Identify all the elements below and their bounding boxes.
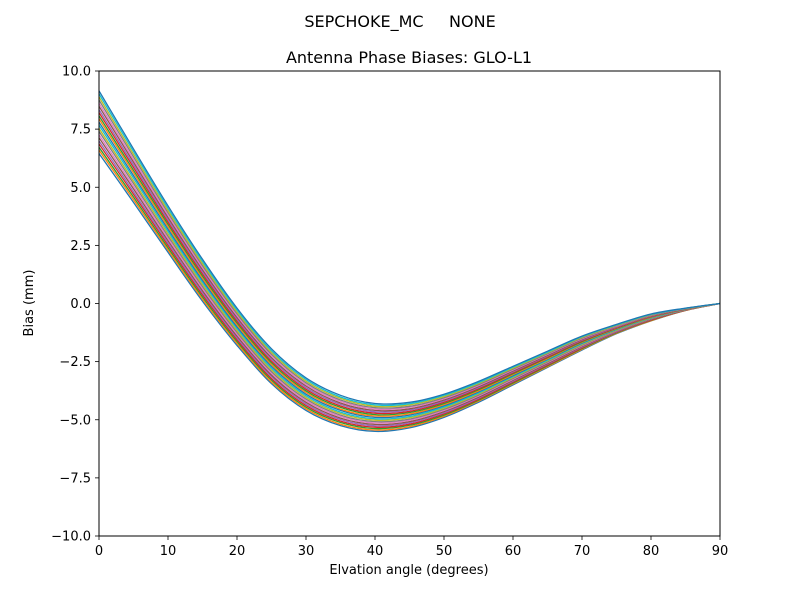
x-tick-label: 80 — [643, 544, 660, 559]
x-tick-label: 60 — [505, 544, 522, 559]
series-line — [99, 90, 720, 405]
x-tick-label: 50 — [436, 544, 453, 559]
x-tick-label: 90 — [712, 544, 729, 559]
plot-area — [99, 71, 720, 536]
figure-suptitle: SEPCHOKE_MC NONE — [304, 12, 495, 32]
x-tick-label: 70 — [574, 544, 591, 559]
y-axis-ticks: −10.0 −7.5 −5.0 −2.5 0.0 2.5 5.0 7.5 10.0 — [51, 65, 99, 545]
x-tick-label: 40 — [367, 544, 384, 559]
x-axis-label: Elvation angle (degrees) — [329, 563, 488, 578]
y-tick-label: −7.5 — [59, 471, 91, 486]
chart-title: Antenna Phase Biases: GLO-L1 — [286, 48, 532, 67]
y-tick-label: 5.0 — [70, 181, 91, 196]
y-tick-label: −10.0 — [51, 530, 91, 545]
y-tick-label: 7.5 — [70, 123, 91, 138]
y-axis-label: Bias (mm) — [22, 270, 37, 337]
y-tick-label: 2.5 — [70, 239, 91, 254]
y-tick-label: 0.0 — [70, 297, 91, 312]
y-tick-label: −5.0 — [59, 413, 91, 428]
y-tick-label: 10.0 — [62, 65, 91, 80]
plot-series — [99, 90, 720, 433]
x-tick-label: 10 — [160, 544, 177, 559]
x-tick-label: 20 — [229, 544, 246, 559]
x-tick-label: 0 — [95, 544, 103, 559]
x-axis-ticks: 0 10 20 30 40 50 60 70 80 90 — [95, 536, 728, 559]
y-tick-label: −2.5 — [59, 355, 91, 370]
x-tick-label: 30 — [298, 544, 315, 559]
